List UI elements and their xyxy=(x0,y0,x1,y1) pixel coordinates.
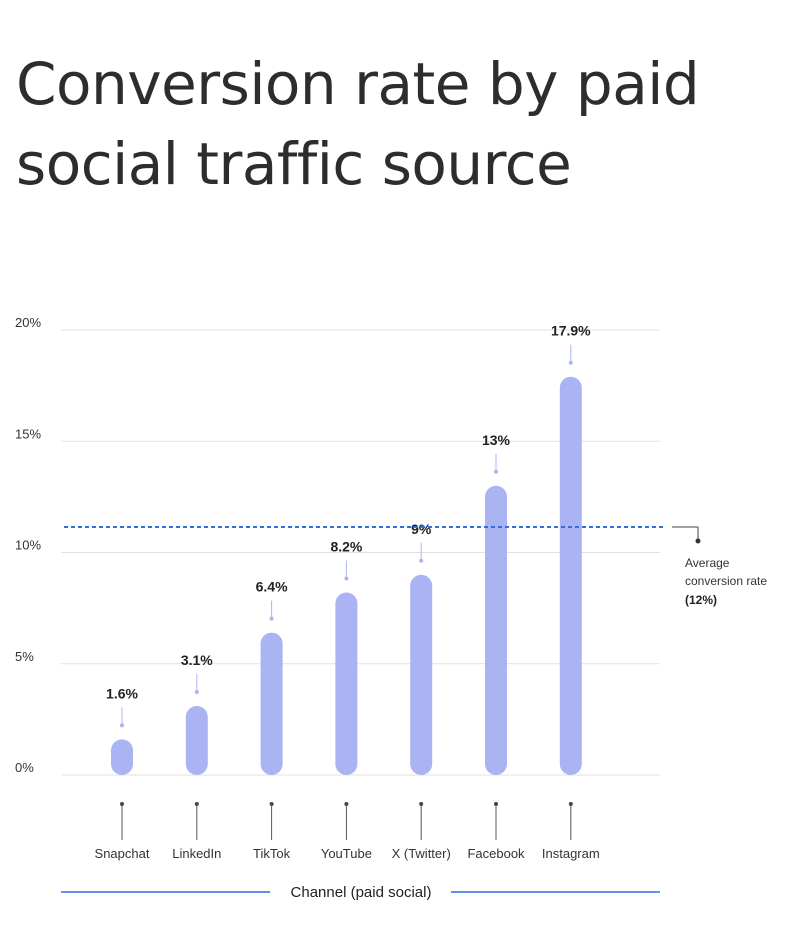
data-label: 3.1% xyxy=(181,652,213,668)
bar-linkedin xyxy=(185,706,208,775)
data-label: 1.6% xyxy=(106,685,138,701)
reference-label-line-2: conversion rate xyxy=(685,574,767,588)
bar-facebook xyxy=(485,485,507,775)
data-label: 6.4% xyxy=(256,579,288,595)
chart-title-line-2: social traffic source xyxy=(16,130,572,198)
data-label-dot xyxy=(194,690,199,695)
data-label-dot xyxy=(120,723,124,728)
bar-tiktok xyxy=(260,632,283,775)
x-tick-label: YouTube xyxy=(321,846,372,861)
x-tick-label: Instagram xyxy=(542,846,600,861)
y-tick-label: 20% xyxy=(15,315,41,330)
x-axis-title: Channel (paid social) xyxy=(291,884,432,901)
data-label-dot xyxy=(269,616,274,621)
y-tick-label: 15% xyxy=(15,426,41,441)
x-tick-label: X (Twitter) xyxy=(392,846,451,861)
data-label: 9% xyxy=(411,521,432,537)
reference-label-connector xyxy=(672,526,699,540)
y-tick-label: 10% xyxy=(15,538,41,553)
bar-youtube xyxy=(335,592,358,775)
chart-title-line-1: Conversion rate by paid xyxy=(16,50,700,118)
x-tick-label: Facebook xyxy=(467,846,525,861)
bar-x-twitter xyxy=(410,574,433,775)
data-label-dot xyxy=(419,558,424,563)
y-tick-label: 0% xyxy=(15,760,34,775)
reference-label-dot xyxy=(695,538,701,544)
x-tick-label: TikTok xyxy=(253,846,291,861)
bar-snapchat xyxy=(111,739,133,775)
x-tick-label: LinkedIn xyxy=(172,846,221,861)
bar-instagram xyxy=(559,376,582,775)
data-label-dot xyxy=(494,469,498,474)
data-label-dot xyxy=(568,360,573,365)
data-label: 8.2% xyxy=(330,539,362,555)
data-label-dot xyxy=(344,576,349,581)
reference-value-label: (12%) xyxy=(685,593,717,607)
data-label: 13% xyxy=(482,432,511,448)
x-tick-label: Snapchat xyxy=(95,846,150,861)
chart-title: Conversion rate by paid social traffic s… xyxy=(16,44,716,204)
data-label: 17.9% xyxy=(551,323,591,339)
reference-label-line-1: Average xyxy=(685,556,730,570)
y-tick-label: 5% xyxy=(15,649,34,664)
